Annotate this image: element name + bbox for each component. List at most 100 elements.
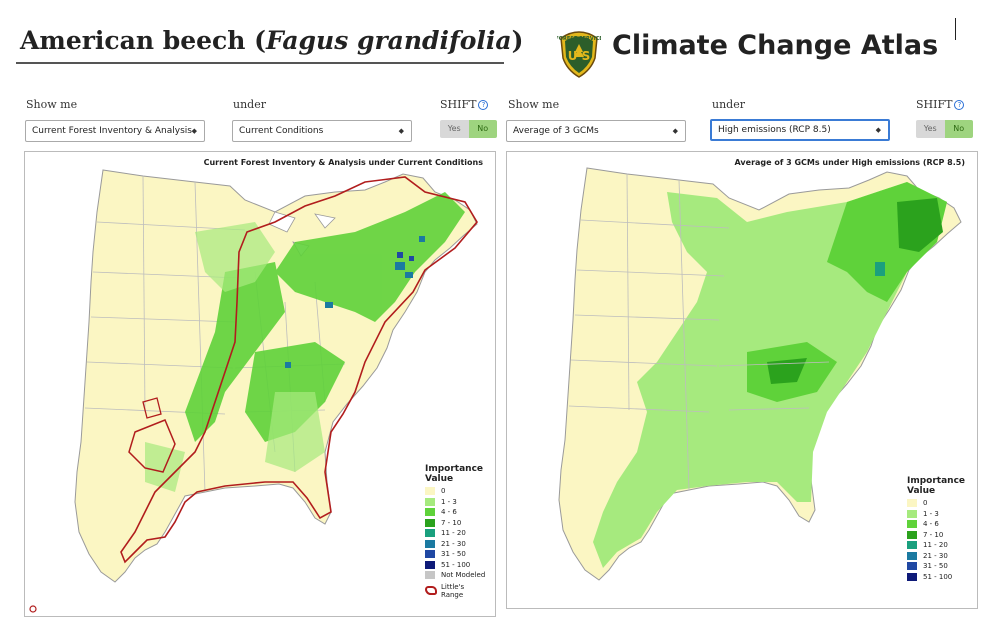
legend-label: 11 - 20: [441, 529, 466, 538]
legend-label: 11 - 20: [923, 541, 948, 550]
atlas-title: Climate Change Atlas: [612, 30, 939, 61]
legend-label: 4 - 6: [441, 508, 457, 517]
legend-item: 0: [425, 486, 495, 497]
legend-label: 51 - 100: [441, 560, 471, 569]
toggle-no[interactable]: No: [468, 120, 497, 138]
legend-item: 4 - 6: [907, 519, 977, 530]
legend-label: 31 - 50: [923, 562, 948, 571]
left-show-me-select[interactable]: Current Forest Inventory & Analysis ◆: [25, 120, 205, 142]
left-map: [29, 169, 478, 613]
legend-title: Importance Value: [907, 476, 966, 496]
legend-item: 21 - 30: [425, 539, 495, 550]
left-under-label: under: [233, 98, 266, 111]
right-show-me-select[interactable]: Average of 3 GCMs ◆: [506, 120, 686, 142]
legend-item: 7 - 10: [907, 530, 977, 541]
range-outline-icon: [425, 586, 437, 595]
legend-swatch: [425, 508, 435, 517]
legend-label: 21 - 30: [923, 551, 948, 560]
legend-swatch: [907, 499, 917, 508]
legend-label: 21 - 30: [441, 539, 466, 548]
right-shift-label: SHIFT?: [916, 98, 965, 111]
toggle-yes[interactable]: Yes: [440, 120, 469, 138]
legend-item: 31 - 50: [907, 561, 977, 572]
legend-item: 1 - 3: [907, 509, 977, 520]
right-shift-text: SHIFT: [916, 98, 953, 111]
legend-swatch: [907, 509, 917, 518]
right-map: [558, 167, 962, 581]
left-map-panel: Current Forest Inventory & Analysis unde…: [24, 151, 496, 617]
legend-swatch: [425, 518, 435, 527]
legend-item: Not Modeled: [425, 570, 495, 581]
usfs-shield-logo: FOREST SERVICE U S: [557, 31, 601, 78]
left-shift-text: SHIFT: [440, 98, 477, 111]
legend-swatch: [907, 551, 917, 560]
chevron-updown-icon: ◆: [672, 127, 678, 135]
legend-swatch: [425, 550, 435, 559]
legend-label: 0: [923, 499, 928, 508]
left-map-title: Current Forest Inventory & Analysis unde…: [203, 158, 483, 167]
title-underline: [16, 62, 504, 64]
legend-item: 21 - 30: [907, 551, 977, 562]
left-show-me-label: Show me: [26, 98, 78, 111]
legend-label: Not Modeled: [441, 571, 486, 580]
right-under-value: High emissions (RCP 8.5): [718, 125, 831, 135]
right-under-label: under: [712, 98, 745, 111]
chevron-updown-icon: ◆: [191, 127, 197, 135]
left-shift-label: SHIFT?: [440, 98, 489, 111]
species-common-name: American beech: [20, 26, 246, 55]
legend-swatch: [907, 572, 917, 581]
legend-label: 1 - 3: [441, 497, 457, 506]
legend-swatch: [425, 487, 435, 496]
legend-item: 7 - 10: [425, 518, 495, 529]
right-under-select[interactable]: High emissions (RCP 8.5) ◆: [710, 119, 890, 141]
legend-label: 7 - 10: [441, 518, 462, 527]
legend-item: 51 - 100: [425, 560, 495, 571]
header-divider: [955, 18, 956, 40]
legend-item: 11 - 20: [907, 540, 977, 551]
species-title: American beech (Fagus grandifolia): [20, 26, 524, 55]
legend-item: 31 - 50: [425, 549, 495, 560]
toggle-no[interactable]: No: [944, 120, 973, 138]
legend-item: 1 - 3: [425, 497, 495, 508]
legend-label: 31 - 50: [441, 550, 466, 559]
legend-swatch: [907, 520, 917, 529]
legend-swatch: [425, 539, 435, 548]
legend-label: 51 - 100: [923, 572, 953, 581]
svg-text:FOREST SERVICE: FOREST SERVICE: [557, 36, 601, 42]
right-map-title: Average of 3 GCMs under High emissions (…: [734, 158, 965, 167]
legend-swatch: [907, 530, 917, 539]
legend-item: 0: [907, 498, 977, 509]
legend-label: 7 - 10: [923, 530, 944, 539]
help-icon[interactable]: ?: [478, 100, 489, 110]
legend-swatch: [907, 541, 917, 550]
left-shift-toggle[interactable]: Yes No: [440, 120, 497, 138]
left-show-me-value: Current Forest Inventory & Analysis: [32, 126, 192, 136]
legend-swatch: [907, 562, 917, 571]
legend-label: Little's Range: [441, 582, 465, 599]
right-legend: Importance Value 0 1 - 3 4 - 6 7 - 10 11…: [907, 476, 977, 582]
legend-swatch: [425, 560, 435, 569]
left-under-select[interactable]: Current Conditions ◆: [232, 120, 412, 142]
legend-swatch: [425, 497, 435, 506]
species-latin-name: Fagus grandifolia: [265, 26, 512, 55]
legend-swatch: [425, 529, 435, 538]
legend-title: Importance Value: [425, 464, 484, 484]
legend-label: 1 - 3: [923, 509, 939, 518]
legend-item: 4 - 6: [425, 507, 495, 518]
help-icon[interactable]: ?: [954, 100, 965, 110]
chevron-updown-icon: ◆: [875, 126, 881, 134]
right-shift-toggle[interactable]: Yes No: [916, 120, 973, 138]
toggle-yes[interactable]: Yes: [916, 120, 945, 138]
right-map-panel: Average of 3 GCMs under High emissions (…: [506, 151, 978, 609]
legend-swatch-not-modeled: [425, 571, 435, 580]
legend-label: 4 - 6: [923, 520, 939, 529]
left-legend: Importance Value 0 1 - 3 4 - 6 7 - 10 11…: [425, 464, 495, 601]
right-show-me-label: Show me: [508, 98, 560, 111]
left-under-value: Current Conditions: [239, 126, 324, 136]
legend-label: 0: [441, 487, 446, 496]
right-show-me-value: Average of 3 GCMs: [513, 126, 599, 136]
legend-item: 51 - 100: [907, 572, 977, 583]
legend-item: Little's Range: [425, 581, 495, 601]
chevron-updown-icon: ◆: [398, 127, 404, 135]
legend-item: 11 - 20: [425, 528, 495, 539]
